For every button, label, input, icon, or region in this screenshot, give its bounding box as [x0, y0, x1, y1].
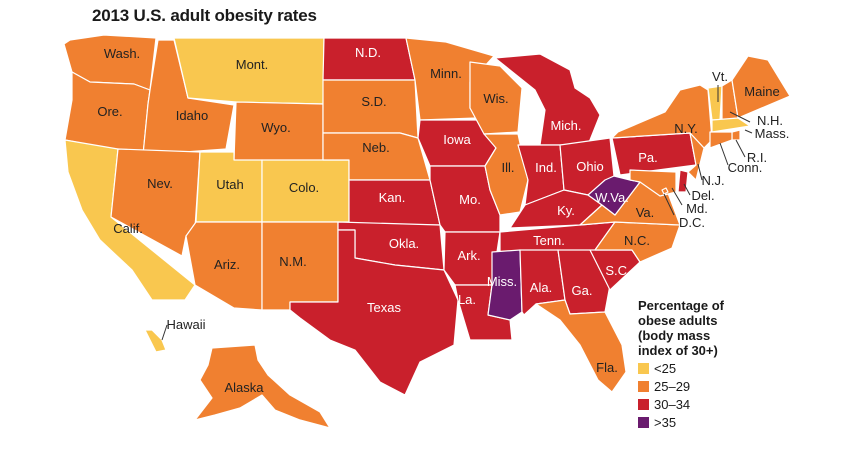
state-me[interactable]	[731, 55, 791, 119]
label-in: Ind.	[535, 160, 557, 175]
label-ri: R.I.	[747, 150, 767, 165]
legend-label: >35	[654, 415, 677, 430]
label-va: Va.	[636, 205, 655, 220]
label-ar: Ark.	[457, 248, 480, 263]
state-ma[interactable]	[711, 117, 751, 133]
label-ut: Utah	[216, 177, 243, 192]
legend-item: 25–29	[638, 379, 758, 394]
state-ny[interactable]	[611, 84, 713, 149]
state-fl[interactable]	[535, 299, 627, 393]
label-tn: Tenn.	[533, 233, 565, 248]
label-la: La.	[458, 292, 476, 307]
state-mi[interactable]	[494, 53, 601, 146]
legend-label: 25–29	[654, 379, 691, 394]
label-me: Maine	[744, 84, 779, 99]
legend-label: <25	[654, 361, 677, 376]
label-tx: Texas	[367, 300, 401, 315]
label-ma: Mass.	[755, 126, 790, 141]
label-co: Colo.	[289, 180, 319, 195]
label-wi: Wis.	[483, 91, 508, 106]
label-az: Ariz.	[214, 257, 240, 272]
label-wv: W.Va.	[595, 190, 629, 205]
label-wy: Wyo.	[261, 120, 291, 135]
label-de: Del.	[691, 188, 714, 203]
label-ny: N.Y.	[674, 121, 698, 136]
state-tx[interactable]	[289, 229, 459, 396]
state-dc[interactable]	[661, 187, 669, 195]
leader-dc	[663, 193, 675, 216]
label-ne: Neb.	[362, 140, 389, 155]
label-nc: N.C.	[624, 233, 650, 248]
label-ia: Iowa	[443, 132, 471, 147]
leader-hawaii	[161, 324, 168, 341]
leader-nh	[729, 111, 751, 123]
label-ks: Kan.	[379, 190, 406, 205]
leader-conn	[719, 142, 729, 166]
label-or: Ore.	[97, 104, 122, 119]
state-wi[interactable]	[469, 61, 523, 135]
leader-md	[671, 187, 683, 206]
label-al: Ala.	[530, 280, 552, 295]
label-ky: Ky.	[557, 203, 575, 218]
leader-nj	[697, 163, 703, 181]
label-nj: N.J.	[701, 173, 724, 188]
label-sc: S.C.	[605, 263, 630, 278]
label-nv: Nev.	[147, 176, 173, 191]
label-ak: Alaska	[224, 380, 264, 395]
legend-swatch	[638, 417, 649, 428]
state-sd[interactable]	[322, 79, 419, 139]
label-oh: Ohio	[576, 159, 603, 174]
legend: Percentage of obese adults (body mass in…	[638, 298, 758, 430]
label-ok: Okla.	[389, 236, 419, 251]
label-ca: Calif.	[113, 221, 143, 236]
label-nd: N.D.	[355, 45, 381, 60]
label-sd: S.D.	[361, 94, 386, 109]
leader-del	[683, 183, 691, 196]
map-title: 2013 U.S. adult obesity rates	[92, 6, 317, 25]
state-ct[interactable]	[709, 131, 733, 149]
label-vt: Vt.	[712, 69, 728, 84]
legend-label: 30–34	[654, 397, 691, 412]
legend-item: 30–34	[638, 397, 758, 412]
state-nj[interactable]	[687, 132, 705, 181]
legend-swatch	[638, 363, 649, 374]
label-mo: Mo.	[459, 192, 481, 207]
state-hi[interactable]	[144, 329, 167, 353]
label-il: Ill.	[502, 160, 515, 175]
legend-item: >35	[638, 415, 758, 430]
legend-swatch	[638, 381, 649, 392]
label-fl: Fla.	[596, 360, 618, 375]
label-ct: Conn.	[728, 160, 763, 175]
label-pa: Pa.	[638, 150, 658, 165]
legend-swatch	[638, 399, 649, 410]
legend-title: Percentage of obese adults (body mass in…	[638, 298, 724, 358]
label-id: Idaho	[176, 108, 209, 123]
label-mt: Mont.	[236, 57, 269, 72]
state-ak[interactable]	[194, 344, 331, 429]
label-hi: Hawaii	[166, 317, 205, 332]
label-mi: Mich.	[550, 118, 581, 133]
leader-mass	[744, 129, 753, 134]
state-ri[interactable]	[731, 129, 741, 141]
label-nh: N.H.	[757, 113, 783, 128]
label-dc: D.C.	[679, 215, 705, 230]
label-nm: N.M.	[279, 254, 306, 269]
leader-ri	[735, 139, 746, 158]
legend-item: <25	[638, 361, 758, 376]
label-ga: Ga.	[572, 283, 593, 298]
label-wa: Wash.	[104, 46, 140, 61]
label-md: Md.	[686, 201, 708, 216]
label-mn: Minn.	[430, 66, 462, 81]
label-ms: Miss.	[487, 274, 517, 289]
